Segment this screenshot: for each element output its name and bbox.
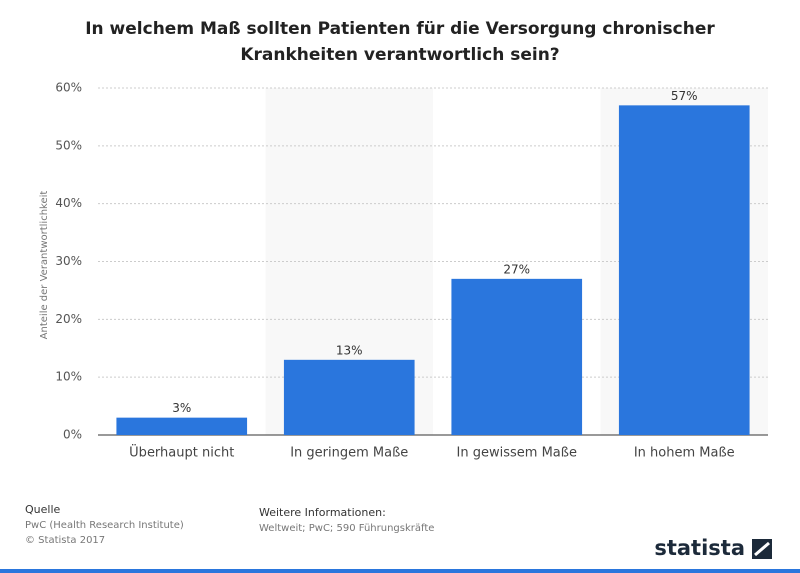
y-tick-label: 40%	[55, 196, 82, 210]
bar	[451, 278, 583, 435]
x-tick-label: In gewissem Maße	[457, 446, 577, 461]
y-tick-label: 20%	[55, 312, 82, 326]
bottom-strip	[0, 569, 800, 573]
chart-title: In welchem Maß sollten Patienten für die…	[85, 19, 715, 65]
x-tick-label: Überhaupt nicht	[129, 444, 234, 461]
y-tick-label: 10%	[55, 370, 82, 384]
bar	[618, 105, 750, 435]
logo: statista	[654, 536, 745, 560]
copyright: © Statista 2017	[25, 535, 105, 546]
logo-icon-stroke	[754, 541, 770, 557]
y-tick-label: 30%	[55, 254, 82, 268]
bar	[116, 417, 248, 435]
y-tick-label: 60%	[55, 81, 82, 95]
source: PwC (Health Research Institute)	[25, 520, 184, 531]
x-tick-label: In geringem Maße	[290, 446, 408, 461]
info-heading: Weitere Informationen:	[259, 506, 386, 519]
x-tick-label: In hohem Maße	[634, 446, 735, 461]
value-label: 57%	[671, 89, 698, 103]
y-tick-label: 50%	[55, 138, 82, 152]
info: Weltweit; PwC; 590 Führungskräfte	[259, 523, 434, 534]
value-label: 3%	[172, 401, 191, 415]
y-tick-label: 0%	[63, 428, 82, 442]
y-axis-label: Anteile der Verantwortlichkeit	[39, 191, 50, 340]
bar	[283, 359, 415, 435]
value-label: 13%	[336, 343, 363, 357]
source-heading: Quelle	[25, 503, 61, 516]
value-label: 27%	[503, 262, 530, 276]
